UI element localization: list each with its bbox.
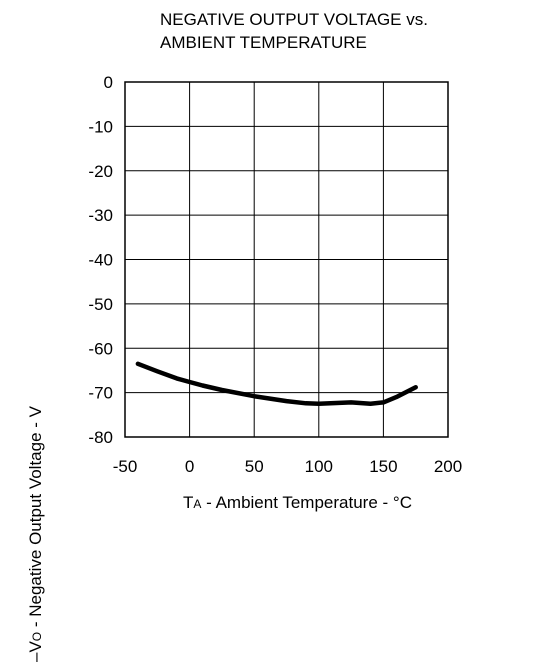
x-tick-label: 50 (245, 457, 264, 476)
y-tick-label: -60 (88, 339, 113, 358)
y-tick-label: -40 (88, 251, 113, 270)
x-axis-label-rest: - Ambient Temperature - °C (201, 493, 412, 512)
y-tick-label: -70 (88, 384, 113, 403)
series-line (135, 361, 418, 406)
y-axis-label-sub: O (30, 631, 44, 642)
x-axis-label: TA - Ambient Temperature - °C (183, 493, 412, 513)
x-tick-label: 150 (369, 457, 397, 476)
x-tick-label: 0 (185, 457, 194, 476)
chart-title: NEGATIVE OUTPUT VOLTAGE vs. AMBIENT TEMP… (160, 8, 428, 54)
y-tick-label: -30 (88, 206, 113, 225)
y-tick-label: -50 (88, 295, 113, 314)
x-axis-label-prefix: T (183, 493, 194, 512)
y-axis-label-prefix: –V (26, 641, 45, 662)
chart-title-line-2: AMBIENT TEMPERATURE (160, 33, 367, 52)
plot-frame (124, 81, 449, 438)
y-tick-label: -10 (88, 117, 113, 136)
x-axis-label-sub: A (193, 497, 202, 511)
y-tick-label: 0 (104, 73, 113, 92)
y-tick-label: -80 (88, 428, 113, 447)
y-tick-label: -20 (88, 162, 113, 181)
x-tick-label: 100 (305, 457, 333, 476)
x-tick-label: -50 (113, 457, 138, 476)
x-tick-label: 200 (434, 457, 462, 476)
chart-title-line-1: NEGATIVE OUTPUT VOLTAGE vs. (160, 10, 428, 29)
chart-svg: 0-10-20-30-40-50-60-70-80-50 0 50 100 150 200 (88, 73, 462, 476)
